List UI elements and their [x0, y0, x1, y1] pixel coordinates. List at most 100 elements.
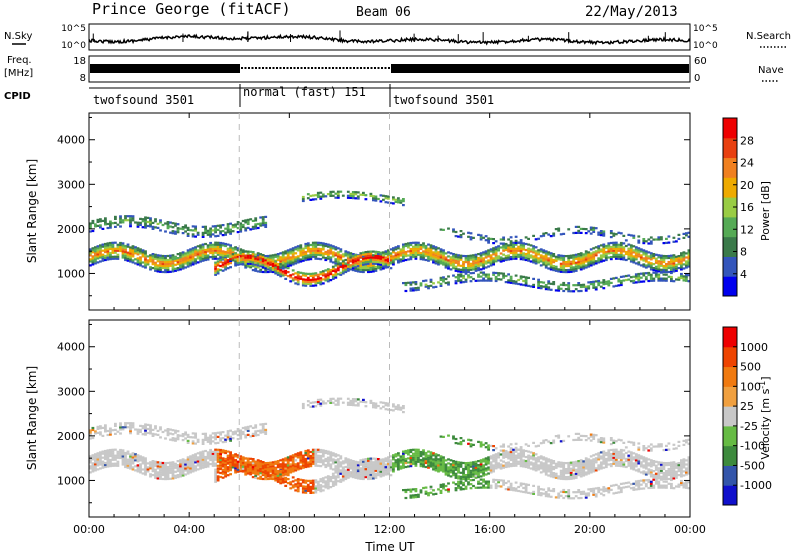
power-cell	[437, 259, 440, 262]
velocity-cell	[136, 428, 140, 431]
power-cell	[462, 270, 465, 274]
velocity-cell	[234, 432, 238, 435]
velocity-cell	[351, 400, 355, 403]
velocity-cell	[151, 432, 155, 435]
power-cell	[597, 249, 601, 252]
power-cell	[341, 270, 345, 273]
power-cell	[397, 197, 400, 200]
power-cell	[637, 247, 641, 250]
velocity-cell	[459, 465, 463, 468]
power-cell	[412, 287, 415, 290]
power-cell	[379, 268, 383, 271]
power-cell	[467, 260, 470, 264]
velocity-cell	[219, 454, 223, 458]
power-cell	[274, 260, 278, 263]
power-cell	[469, 236, 473, 239]
velocity-cell	[419, 463, 423, 466]
power-cell	[670, 277, 673, 281]
power-cell	[542, 281, 546, 284]
power-cell	[387, 195, 390, 198]
power-cell	[306, 278, 310, 281]
power-cell	[509, 256, 513, 259]
power-cell	[364, 198, 368, 201]
velocity-cell	[214, 478, 218, 481]
power-cell	[201, 231, 205, 234]
power-cell	[279, 264, 283, 267]
power-cell	[622, 258, 626, 261]
power-cell	[206, 258, 210, 261]
power-cell	[279, 256, 283, 259]
velocity-cell	[171, 477, 175, 480]
power-cell	[414, 255, 418, 258]
velocity-cell	[286, 464, 290, 467]
power-cell	[507, 279, 511, 282]
velocity-cell	[329, 451, 333, 454]
velocity-cell	[372, 457, 375, 460]
power-cell	[314, 278, 318, 281]
power-cell	[339, 273, 343, 276]
power-cell	[326, 255, 330, 258]
velocity-cell	[229, 429, 233, 432]
power-cell	[314, 249, 318, 252]
power-cell	[161, 254, 165, 258]
velocity-cell	[221, 472, 225, 475]
velocity-cell	[149, 430, 152, 433]
velocity-cell	[201, 462, 205, 465]
power-cell	[291, 277, 295, 280]
power-cell	[291, 253, 295, 256]
power-cell	[554, 265, 558, 268]
power-cell	[442, 228, 445, 231]
velocity-cell	[291, 462, 295, 465]
power-cell	[304, 256, 308, 260]
power-cell	[189, 262, 193, 265]
power-cell	[201, 235, 205, 238]
power-cell	[539, 260, 543, 263]
power-cell	[529, 250, 533, 253]
power-cell	[547, 288, 551, 291]
power-cell	[672, 254, 676, 257]
power-cell	[479, 256, 483, 259]
velocity-cell	[331, 476, 335, 479]
velocity-cell	[354, 467, 358, 470]
velocity-cell	[126, 426, 130, 429]
power-cell	[336, 192, 340, 195]
power-cell	[562, 289, 566, 293]
power-cell	[94, 260, 97, 263]
velocity-cell	[374, 459, 378, 462]
power-cell	[477, 267, 480, 270]
velocity-cell	[119, 428, 122, 431]
velocity-cell	[234, 459, 238, 462]
power-cell	[239, 259, 243, 262]
velocity-cell	[306, 483, 310, 486]
power-cell	[459, 236, 463, 239]
power-cell	[179, 262, 182, 265]
power-cell	[494, 254, 498, 257]
velocity-cell	[169, 467, 172, 470]
power-cell	[469, 266, 473, 269]
power-cell	[559, 270, 563, 273]
power-cell	[289, 276, 293, 279]
velocity-cell	[404, 490, 408, 494]
velocity-cell	[109, 427, 112, 430]
power-cell	[484, 252, 488, 255]
velocity-cell	[464, 464, 468, 467]
velocity-cell	[354, 398, 358, 401]
velocity-cell	[131, 422, 135, 425]
power-cell	[532, 261, 536, 264]
velocity-cell	[259, 470, 263, 473]
power-cell	[296, 275, 300, 278]
power-cell	[399, 250, 403, 253]
velocity-cell	[226, 450, 230, 453]
power-cell	[329, 244, 333, 247]
power-cell	[94, 256, 97, 259]
power-cell	[469, 238, 473, 241]
power-cell	[171, 260, 175, 263]
power-cell	[454, 282, 458, 285]
velocity-cell	[141, 462, 145, 465]
power-cell	[219, 245, 223, 249]
velocity-cell	[354, 461, 358, 464]
power-cell	[607, 248, 611, 251]
velocity-cell	[266, 463, 270, 467]
power-cell	[239, 255, 243, 258]
velocity-cell	[114, 428, 117, 431]
